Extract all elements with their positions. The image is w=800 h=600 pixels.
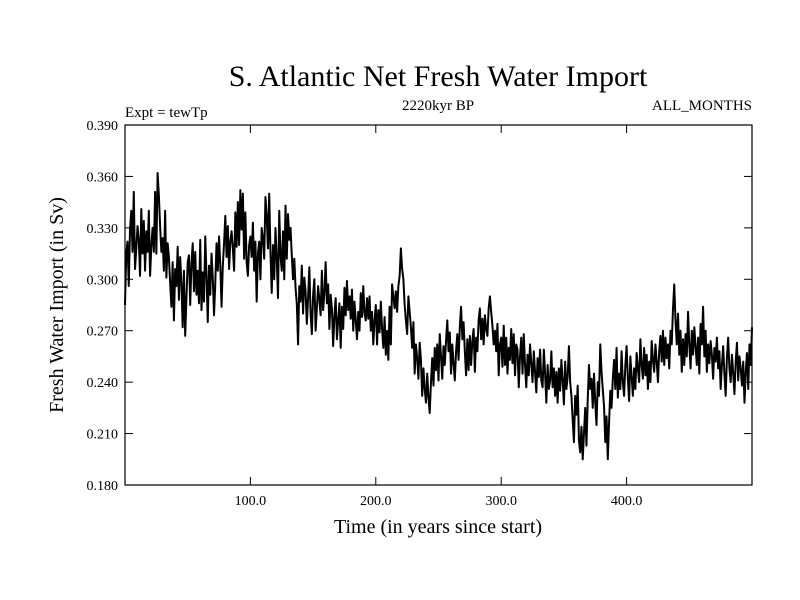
x-tick-label: 400.0	[611, 494, 643, 509]
series-line	[124, 172, 753, 461]
y-tick-label: 0.270	[87, 325, 119, 340]
x-tick-label: 200.0	[360, 494, 392, 509]
x-tick-label: 300.0	[485, 494, 517, 509]
y-tick-label: 0.390	[87, 119, 119, 134]
period-label: 2220kyr BP	[402, 98, 474, 114]
y-tick-label: 0.210	[87, 428, 119, 443]
y-axis: 0.180 0.210 0.240 0.270 0.300 0.330 0.360 0.390	[87, 119, 752, 494]
y-tick-label: 0.330	[87, 222, 119, 237]
y-tick-label: 0.300	[87, 273, 119, 288]
plot-frame	[124, 124, 753, 486]
experiment-label: Expt = tewTp	[125, 105, 208, 121]
x-axis: 100.0 200.0 300.0 400.0	[235, 125, 643, 509]
y-tick-label: 0.180	[87, 479, 119, 494]
y-axis-title: Fresh Water Import (in Sv)	[46, 197, 68, 413]
x-axis-title: Time (in years since start)	[334, 516, 542, 538]
x-tick-label: 100.0	[235, 494, 267, 509]
y-tick-label: 0.360	[87, 170, 119, 185]
y-tick-label: 0.240	[87, 376, 119, 391]
chart-title: S. Atlantic Net Fresh Water Import	[229, 60, 648, 93]
months-label: ALL_MONTHS	[652, 98, 752, 114]
